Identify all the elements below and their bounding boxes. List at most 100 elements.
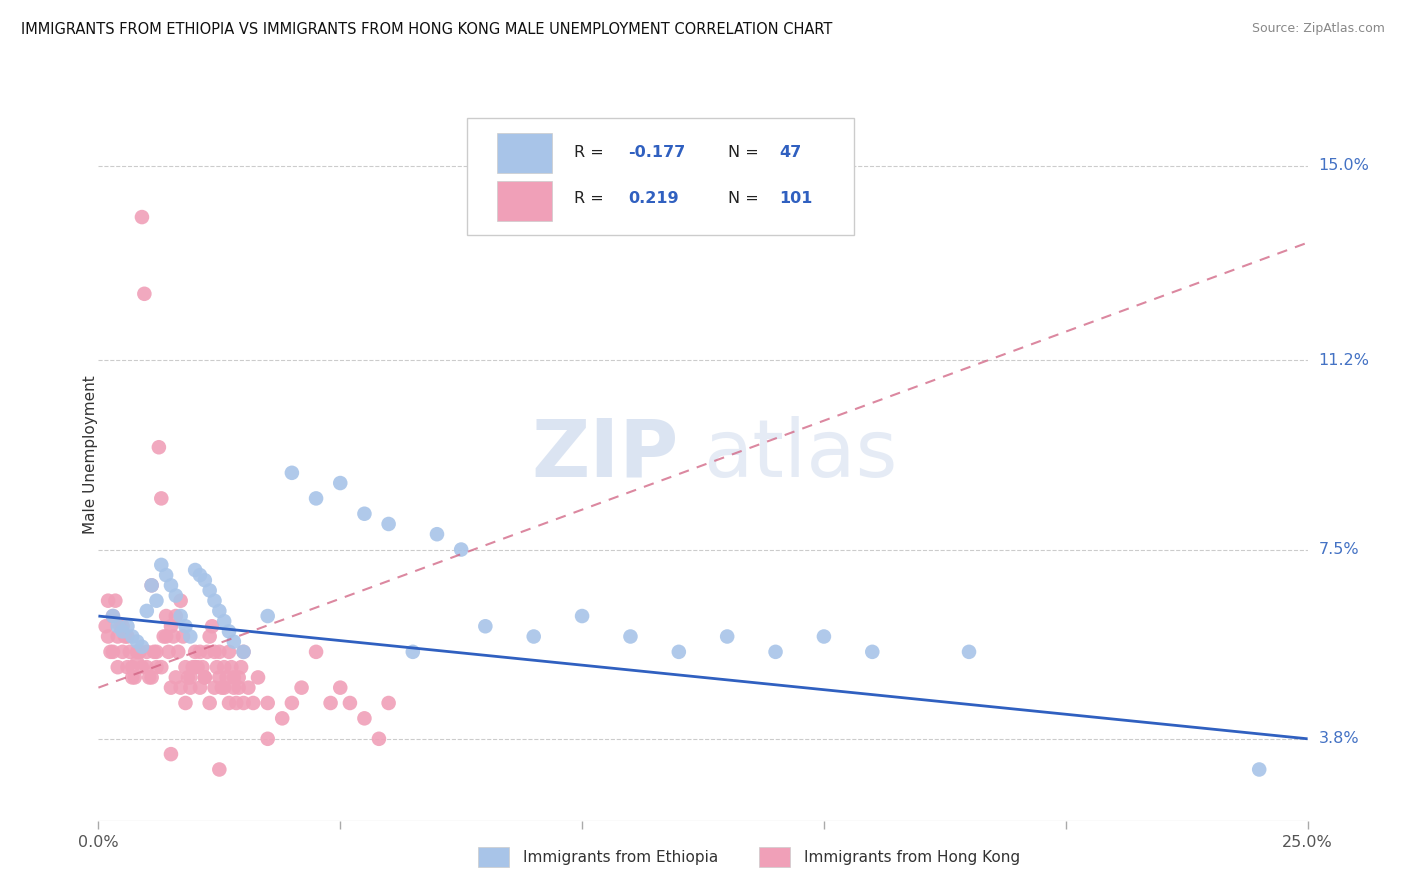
Point	[160, 747, 183, 761]
Point	[141, 670, 163, 684]
Text: R =: R =	[574, 192, 613, 206]
Point	[181, 660, 204, 674]
Point	[228, 681, 250, 695]
Point	[198, 696, 221, 710]
Point	[179, 670, 201, 684]
Point	[215, 670, 238, 684]
Text: 101: 101	[779, 192, 813, 206]
Text: Immigrants from Ethiopia: Immigrants from Ethiopia	[523, 850, 718, 864]
Point	[160, 619, 183, 633]
Point	[121, 660, 143, 674]
Point	[232, 645, 254, 659]
Point	[184, 660, 207, 674]
Point	[121, 670, 143, 684]
Point	[211, 681, 233, 695]
Point	[668, 645, 690, 659]
Point	[353, 507, 375, 521]
Point	[124, 670, 146, 684]
Point	[101, 609, 124, 624]
Point	[108, 619, 131, 633]
Point	[165, 589, 187, 603]
Point	[218, 624, 240, 639]
Point	[174, 619, 197, 633]
Point	[150, 491, 173, 506]
Point	[368, 731, 391, 746]
Point	[305, 491, 328, 506]
Point	[179, 681, 201, 695]
Text: Immigrants from Hong Kong: Immigrants from Hong Kong	[804, 850, 1021, 864]
Point	[228, 670, 250, 684]
Point	[204, 593, 226, 607]
Text: -0.177: -0.177	[628, 145, 685, 160]
Text: atlas: atlas	[703, 416, 897, 494]
Text: N =: N =	[728, 145, 765, 160]
Point	[184, 563, 207, 577]
Point	[179, 630, 201, 644]
Point	[150, 660, 173, 674]
Point	[134, 286, 156, 301]
Text: IMMIGRANTS FROM ETHIOPIA VS IMMIGRANTS FROM HONG KONG MALE UNEMPLOYMENT CORRELAT: IMMIGRANTS FROM ETHIOPIA VS IMMIGRANTS F…	[21, 22, 832, 37]
Point	[221, 660, 243, 674]
Point	[184, 645, 207, 659]
Point	[118, 645, 141, 659]
FancyBboxPatch shape	[498, 133, 551, 173]
Point	[111, 645, 134, 659]
Point	[107, 660, 129, 674]
Text: N =: N =	[728, 192, 765, 206]
Point	[135, 604, 157, 618]
Point	[238, 681, 260, 695]
Point	[377, 516, 399, 531]
Text: 47: 47	[779, 145, 801, 160]
Point	[128, 645, 150, 659]
Point	[232, 696, 254, 710]
Point	[117, 619, 139, 633]
Point	[716, 630, 738, 644]
Point	[127, 634, 149, 648]
Point	[194, 573, 217, 587]
Point	[229, 660, 252, 674]
Point	[198, 630, 221, 644]
Point	[135, 645, 157, 659]
Point	[212, 660, 235, 674]
Y-axis label: Male Unemployment: Male Unemployment	[83, 376, 97, 534]
Point	[100, 645, 122, 659]
Point	[135, 660, 157, 674]
Point	[141, 578, 163, 592]
Point	[256, 609, 278, 624]
Point	[208, 645, 231, 659]
Point	[165, 609, 187, 624]
Point	[201, 619, 224, 633]
Point	[222, 670, 245, 684]
Point	[212, 681, 235, 695]
Text: Source: ZipAtlas.com: Source: ZipAtlas.com	[1251, 22, 1385, 36]
Point	[188, 681, 211, 695]
Point	[165, 670, 187, 684]
Point	[1249, 763, 1271, 777]
Point	[104, 593, 127, 607]
Point	[150, 558, 173, 572]
Point	[174, 660, 197, 674]
Point	[127, 655, 149, 669]
Point	[402, 645, 425, 659]
Point	[169, 593, 191, 607]
Point	[97, 593, 120, 607]
Point	[167, 645, 190, 659]
Point	[97, 630, 120, 644]
Point	[145, 593, 167, 607]
Point	[111, 624, 134, 639]
Point	[222, 634, 245, 648]
Point	[450, 542, 472, 557]
Text: 3.8%: 3.8%	[1319, 731, 1360, 747]
Point	[281, 696, 304, 710]
Point	[131, 640, 153, 654]
Point	[194, 670, 217, 684]
Point	[957, 645, 980, 659]
Point	[204, 681, 226, 695]
Text: 0.219: 0.219	[628, 192, 679, 206]
Point	[194, 670, 217, 684]
Point	[208, 763, 231, 777]
Point	[571, 609, 593, 624]
Point	[319, 696, 342, 710]
Point	[198, 583, 221, 598]
Point	[141, 578, 163, 592]
